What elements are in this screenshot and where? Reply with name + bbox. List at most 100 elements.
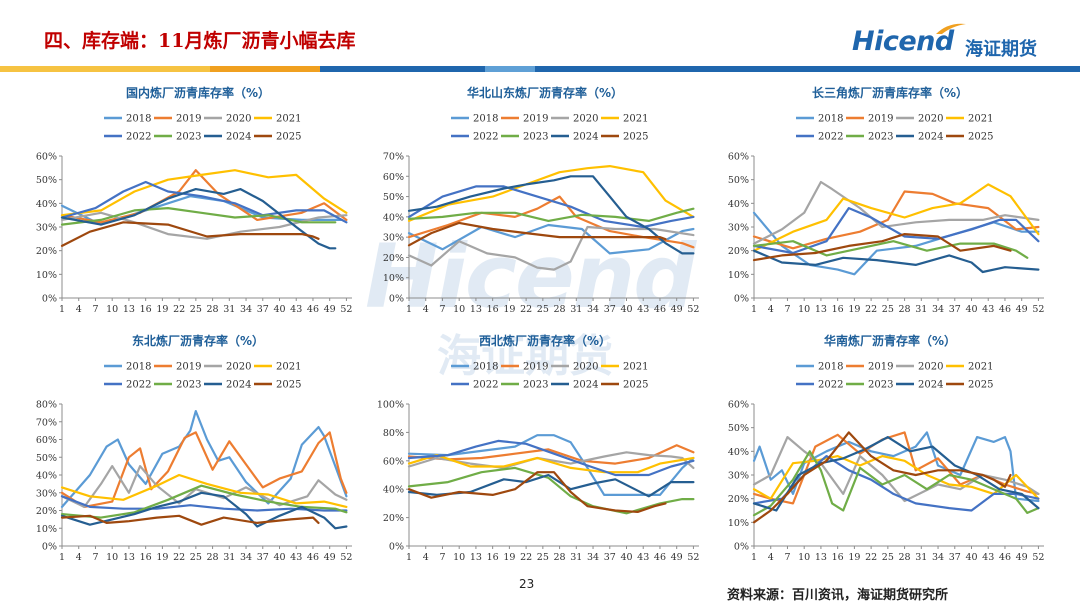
series-line-2023	[407, 466, 695, 515]
x-tick-label: 31	[223, 304, 235, 315]
x-tick-label: 4	[423, 552, 429, 563]
x-tick-label: 7	[92, 304, 98, 315]
page-title: 四、库存端：11月炼厂沥青小幅去库	[44, 30, 356, 52]
legend-label-2022: 2022	[126, 380, 151, 391]
x-tick-label: 16	[832, 552, 844, 563]
x-tick-label: 52	[1032, 304, 1044, 315]
x-tick-label: 4	[423, 304, 429, 315]
series-line-2025	[407, 221, 667, 247]
legend-label-2021: 2021	[968, 362, 993, 373]
series-line-2019	[407, 195, 695, 249]
x-tick-label: 19	[848, 552, 860, 563]
y-tick-label: 40%	[728, 447, 749, 458]
x-tick-label: 28	[554, 304, 566, 315]
logo-swoosh-icon	[936, 23, 966, 34]
series-line-2021	[60, 169, 348, 217]
y-tick-label: 40%	[728, 199, 749, 210]
x-tick-label: 19	[156, 552, 168, 563]
y-tick-label: 30%	[36, 488, 57, 499]
x-tick-label: 13	[815, 304, 827, 315]
x-tick-label: 43	[982, 552, 994, 563]
x-tick-label: 19	[503, 304, 515, 315]
x-tick-label: 34	[932, 552, 944, 563]
chart-north-shandong-inventory: 华北山东炼厂沥青存率（%） 2018 2019 2020 2021 2022 2023 202…	[383, 85, 700, 315]
y-tick-label: 0%	[734, 294, 749, 305]
y-tick-label: 20%	[728, 246, 749, 257]
series-line-2021	[752, 455, 1040, 500]
x-tick-label: 7	[439, 304, 445, 315]
y-tick-label: 50%	[36, 453, 57, 464]
series-line-2022	[407, 439, 695, 477]
x-tick-label: 31	[570, 304, 582, 315]
y-tick-label: 50%	[728, 423, 749, 434]
series-line-2025	[752, 233, 1012, 262]
x-tick-label: 1	[751, 552, 757, 563]
x-tick-label: 7	[784, 304, 790, 315]
x-tick-label: 46	[654, 552, 666, 563]
series-line-2025	[60, 221, 320, 247]
y-tick-label: 20%	[36, 246, 57, 257]
x-tick-label: 46	[999, 552, 1011, 563]
x-tick-label: 19	[156, 304, 168, 315]
x-tick-label: 10	[106, 304, 118, 315]
x-tick-label: 22	[865, 552, 877, 563]
x-tick-label: 1	[406, 304, 412, 315]
x-tick-label: 13	[470, 304, 482, 315]
x-tick-label: 31	[915, 304, 927, 315]
y-tick-label: 0%	[389, 542, 404, 553]
x-tick-label: 37	[604, 552, 616, 563]
x-tick-label: 43	[290, 552, 302, 563]
page-number: 23	[519, 577, 535, 591]
x-tick-label: 4	[768, 552, 774, 563]
x-tick-label: 40	[965, 304, 977, 315]
chart-title: 华北山东炼厂沥青存率（%）	[467, 85, 623, 100]
series-line-2023	[407, 207, 695, 222]
y-tick-label: 0%	[42, 542, 57, 553]
legend-label-2021: 2021	[968, 114, 993, 125]
legend-label-2023: 2023	[868, 132, 893, 143]
x-tick-label: 49	[671, 304, 683, 315]
x-tick-label: 25	[190, 304, 202, 315]
x-tick-label: 1	[406, 552, 412, 563]
chart-title: 西北炼厂沥青存率（%）	[479, 333, 611, 348]
x-tick-label: 34	[240, 552, 252, 563]
x-tick-label: 49	[1016, 552, 1028, 563]
y-tick-label: 50%	[383, 192, 404, 203]
y-tick-label: 50%	[36, 175, 57, 186]
legend-label-2021: 2021	[276, 114, 301, 125]
x-tick-label: 31	[570, 552, 582, 563]
chart-domestic-inventory: 国内炼厂沥青库存率（%） 2018 2019 2020 2021 2022 2023 2024…	[36, 85, 353, 315]
x-tick-label: 49	[324, 304, 336, 315]
legend-label-2020: 2020	[918, 114, 943, 125]
legend-label-2024: 2024	[573, 380, 598, 391]
y-tick-label: 30%	[36, 223, 57, 234]
legend-label-2023: 2023	[176, 132, 201, 143]
series-line-2020	[407, 451, 695, 469]
x-tick-label: 37	[949, 304, 961, 315]
series-line-2020	[752, 436, 1040, 503]
y-tick-label: 60%	[383, 456, 404, 467]
x-tick-label: 1	[751, 304, 757, 315]
y-tick-label: 30%	[728, 223, 749, 234]
x-tick-label: 43	[290, 304, 302, 315]
y-tick-label: 70%	[36, 417, 57, 428]
y-tick-label: 20%	[383, 253, 404, 264]
chart-south-china-inventory: 华南炼厂沥青存率（%） 2018 2019 2020 2021 2022 2023 2024 2…	[728, 333, 1045, 563]
legend-label-2018: 2018	[818, 114, 843, 125]
x-tick-label: 1	[59, 552, 65, 563]
x-tick-label: 40	[273, 552, 285, 563]
x-tick-label: 7	[92, 552, 98, 563]
legend-label-2019: 2019	[868, 114, 893, 125]
y-tick-label: 40%	[383, 485, 404, 496]
chart-title: 东北炼厂沥青存率（%）	[132, 333, 264, 348]
chart-northeast-inventory: 东北炼厂沥青存率（%） 2018 2019 2020 2021 2022 2023 2024 2…	[36, 333, 353, 563]
x-tick-label: 22	[520, 552, 532, 563]
series-line-2022	[752, 207, 1040, 255]
legend-label-2025: 2025	[968, 132, 993, 143]
x-tick-label: 22	[173, 304, 185, 315]
x-tick-label: 22	[865, 304, 877, 315]
x-tick-label: 25	[882, 552, 894, 563]
x-tick-label: 25	[537, 304, 549, 315]
x-tick-label: 16	[140, 304, 152, 315]
x-tick-label: 46	[307, 552, 319, 563]
